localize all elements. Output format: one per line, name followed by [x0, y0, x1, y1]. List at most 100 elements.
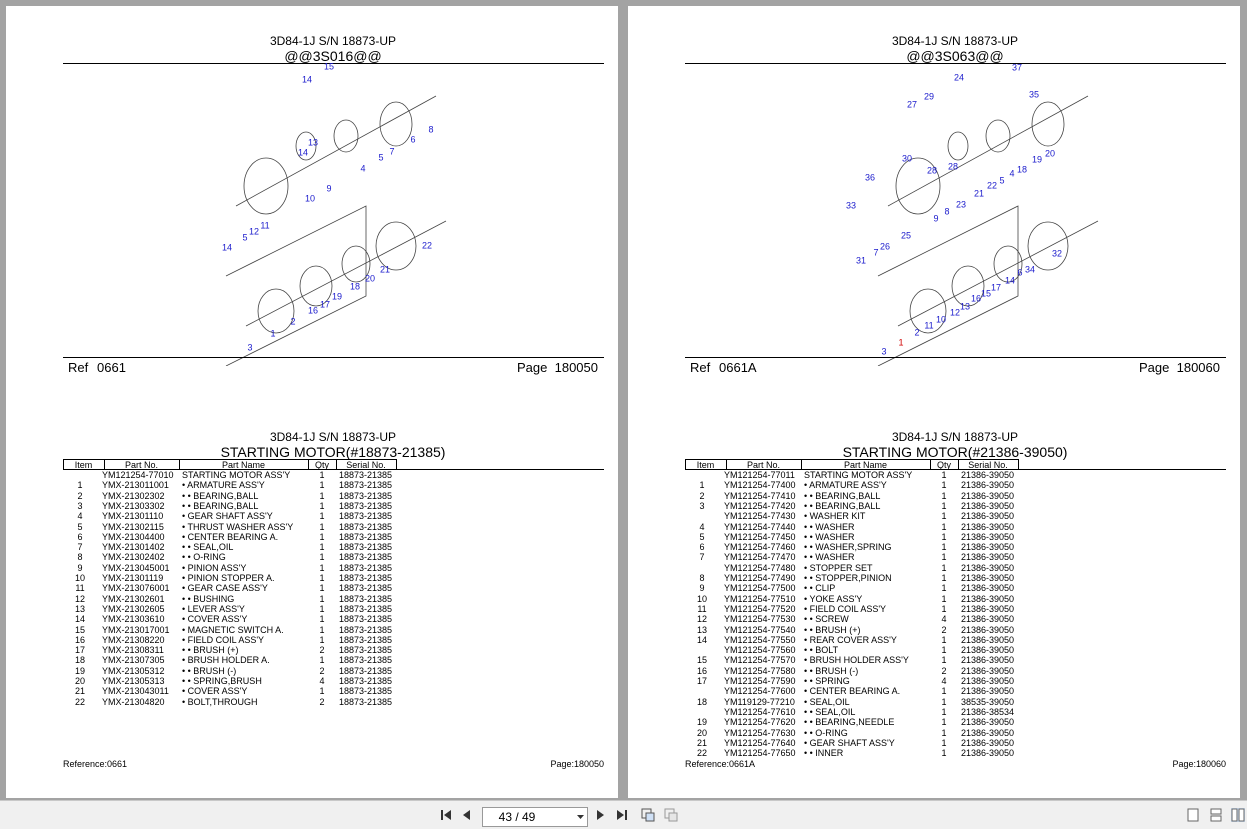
page-label: Page — [1139, 360, 1170, 375]
header-code: @@3S063@@ — [906, 48, 1004, 64]
serial-number: 21386-39050 — [961, 521, 1015, 532]
continuous-view[interactable] — [1210, 808, 1222, 822]
serial-number: 21386-39050 — [961, 727, 1015, 738]
callout: 3 — [881, 346, 887, 357]
item-number: 8 — [699, 573, 705, 583]
callout: 36 — [864, 172, 876, 183]
part-number: YM121254-77540 — [724, 624, 796, 635]
item-number: 5 — [699, 531, 705, 542]
part-number: YMX-21305313 — [102, 676, 165, 686]
item-number: 14 — [74, 614, 86, 625]
quantity: 1 — [319, 624, 325, 635]
item-number: 7 — [699, 552, 705, 563]
item-number: 15 — [74, 624, 86, 635]
part-number: YM121254-77440 — [724, 521, 796, 532]
part-number: YM121254-77560 — [724, 645, 796, 656]
serial-number: 18873-21385 — [339, 500, 393, 511]
prev-page-button[interactable] — [461, 809, 473, 821]
part-name: • COVER ASS'Y — [182, 686, 248, 697]
part-name: • GEAR SHAFT ASS'Y — [804, 737, 895, 748]
column-border — [930, 459, 931, 469]
callout: 4 — [1009, 168, 1015, 179]
quantity: 1 — [941, 552, 947, 563]
item-number: 18 — [696, 696, 708, 707]
fit-button[interactable] — [641, 808, 655, 822]
next-page-button[interactable] — [594, 809, 606, 821]
first-page-button[interactable] — [440, 809, 452, 821]
callout: 14 — [297, 147, 309, 158]
quantity: 1 — [941, 490, 947, 501]
part-name: • • BEARING,BALL — [182, 500, 259, 511]
ref-value: 0661 — [97, 360, 126, 375]
quantity: 2 — [319, 665, 325, 676]
header-code: @@3S016@@ — [284, 48, 382, 64]
last-page-button[interactable] — [616, 809, 628, 821]
callout: 22 — [421, 240, 433, 251]
part-name: • • BOLT — [804, 645, 839, 656]
serial-number: 21386-39050 — [961, 583, 1015, 594]
callout: 20 — [364, 273, 376, 284]
callout: 9 — [326, 183, 332, 194]
quantity: 1 — [319, 490, 325, 501]
callout: 10 — [935, 314, 947, 325]
callout: 8 — [428, 124, 434, 135]
section-subtitle: STARTING MOTOR(#18873-21385) — [220, 444, 446, 460]
part-number: YM121254-77011 — [724, 470, 795, 480]
serial-number: 21386-39050 — [961, 676, 1015, 686]
document-page: 3D84-1J S/N 18873-UP @@3S063@@ 37 24 29 35 27… — [628, 6, 1240, 798]
item-number: 3 — [699, 500, 705, 511]
serial-number: 21386-39050 — [961, 490, 1015, 501]
part-number: YM121254-77550 — [724, 634, 796, 645]
part-name: • • INNER — [804, 748, 844, 759]
serial-number: 18873-21385 — [339, 573, 393, 583]
part-name: • BRUSH HOLDER A. — [182, 655, 270, 666]
part-name: • GEAR CASE ASS'Y — [182, 583, 268, 594]
quantity: 1 — [941, 531, 947, 542]
quantity: 1 — [319, 603, 325, 614]
part-name: • • O-RING — [804, 727, 848, 738]
callout: 6 — [1017, 267, 1023, 278]
callout: 33 — [845, 200, 857, 211]
callout: 21 — [973, 188, 985, 199]
quantity: 1 — [941, 603, 947, 614]
page-label: Page — [517, 360, 548, 375]
part-name: • • BEARING,NEEDLE — [804, 717, 895, 728]
callout: 25 — [900, 230, 912, 241]
part-number: YM121254-77490 — [724, 573, 796, 583]
quantity: 1 — [319, 531, 325, 542]
ref-label: Ref — [690, 360, 711, 375]
serial-number: 21386-39050 — [961, 655, 1015, 666]
callout: 17 — [990, 282, 1002, 293]
item-number: 2 — [699, 490, 705, 501]
two-page-view[interactable] — [1231, 808, 1245, 822]
column-header: Serial No. — [346, 460, 386, 470]
rule — [685, 357, 1226, 358]
callout: 14 — [1004, 275, 1016, 286]
item-number: 18 — [74, 655, 86, 666]
serial-number: 18873-21385 — [339, 562, 393, 573]
single-page-view[interactable] — [1187, 808, 1199, 822]
page-selector[interactable]: 43 / 49 — [482, 807, 588, 827]
item-number: 21 — [74, 686, 86, 697]
quantity: 1 — [941, 562, 947, 573]
part-name: • BRUSH HOLDER ASS'Y — [804, 655, 909, 666]
column-header: Item — [74, 460, 93, 470]
rule — [685, 63, 1226, 64]
serial-number: 18873-21385 — [339, 634, 393, 645]
serial-number: 18873-21385 — [339, 614, 393, 625]
part-number: YMX-21308220 — [102, 634, 165, 645]
dropdown-arrow — [577, 815, 584, 819]
item-number: 16 — [74, 634, 86, 645]
zoom-button[interactable] — [664, 808, 678, 822]
quantity: 1 — [319, 562, 325, 573]
callout: 7 — [389, 146, 395, 157]
serial-number: 38535-39050 — [961, 696, 1015, 707]
quantity: 1 — [941, 686, 947, 697]
part-number: YM121254-77610 — [724, 706, 796, 717]
serial-number: 18873-21385 — [339, 480, 393, 491]
item-number: 10 — [696, 593, 708, 604]
item-number: 1 — [699, 480, 705, 491]
part-number: YM121254-77650 — [724, 748, 796, 759]
part-number: YMX-21301402 — [102, 542, 165, 553]
item-number: 9 — [699, 583, 705, 594]
